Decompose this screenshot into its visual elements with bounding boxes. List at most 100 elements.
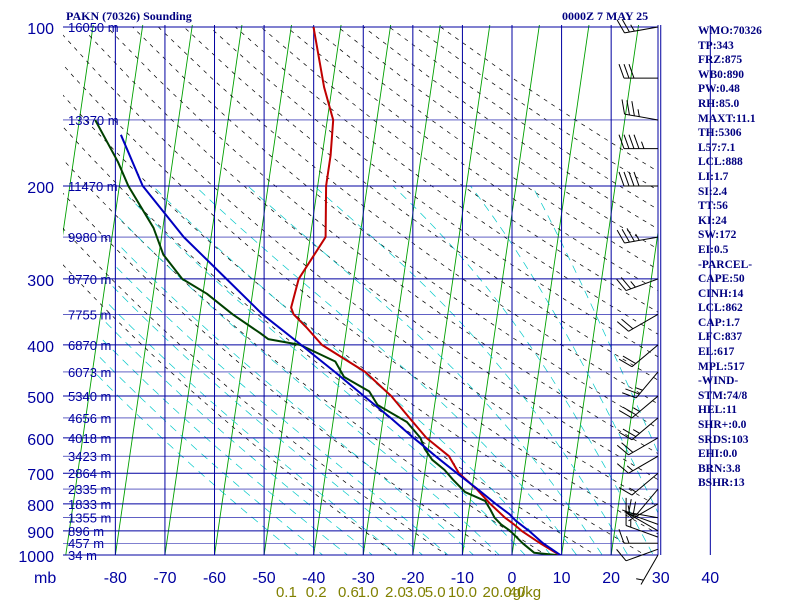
wind-barb-full — [616, 321, 629, 332]
wind-barb-full — [625, 388, 640, 395]
wind-barb-staff — [624, 113, 659, 121]
pressure-tick-label: 700 — [27, 467, 54, 484]
wind-barb — [616, 437, 659, 456]
height-label: 5340 m — [68, 389, 111, 404]
moist-adiabat-line — [313, 185, 629, 555]
stat-item: HEL:11 — [698, 404, 737, 417]
temperature-tick-label: 10 — [553, 570, 571, 587]
wind-barb — [618, 472, 659, 496]
isotherm-line — [114, 25, 193, 555]
wind-barb-staff — [631, 472, 659, 496]
wind-barb-full — [616, 278, 627, 291]
wind-barb-full — [622, 392, 637, 399]
dry-adiabat-line — [209, 26, 658, 358]
wind-barb-full — [621, 18, 630, 33]
temperature-profile — [290, 26, 562, 555]
wind-barb-half — [626, 465, 634, 472]
wind-barb — [622, 488, 659, 516]
wind-barb-full — [631, 101, 635, 116]
wind-barb-full — [623, 134, 630, 149]
height-label: 1355 m — [68, 511, 111, 526]
wind-barb-half — [632, 429, 640, 434]
wind-barb-staff — [628, 313, 659, 332]
pressure-tick-label: 500 — [27, 390, 54, 407]
wind-barb — [625, 497, 659, 525]
pressure-tick-label: 100 — [27, 21, 54, 38]
pressure-unit-label: mb — [34, 570, 56, 587]
mixing-ratio-label: 2.0 — [385, 584, 406, 600]
pressure-tick-label: 300 — [27, 273, 54, 290]
parcel-profile — [119, 134, 563, 555]
dry-adiabat-line — [63, 159, 547, 555]
wind-barb-full — [626, 100, 630, 116]
wind-barb-full — [622, 509, 637, 516]
dry-adiabat-line — [63, 227, 448, 555]
wind-barb-full — [623, 171, 630, 187]
wind-barb-full — [616, 549, 627, 562]
height-label: 13370 m — [68, 113, 119, 128]
wind-barb-full — [621, 99, 626, 115]
mixing-ratio-label: 40 — [509, 584, 526, 600]
moist-adiabat-line — [103, 320, 373, 555]
wind-barb-staff — [628, 437, 659, 456]
wind-barb-half — [630, 281, 636, 288]
height-label: 9980 m — [68, 230, 111, 245]
mixing-ratio-label: 5.0 — [425, 584, 446, 600]
stat-item: WMO:70326 — [698, 25, 762, 37]
wind-barb — [621, 99, 659, 121]
height-label: 16050 m — [68, 20, 119, 35]
temperature-tick-label: 40 — [701, 570, 719, 587]
moist-adiabat-line — [392, 185, 654, 555]
wind-barb-staff — [624, 26, 659, 34]
moist-adiabat-line — [152, 185, 552, 555]
height-label: 1833 m — [68, 497, 111, 512]
moist-adiabat-line — [531, 185, 658, 454]
isotherm-line — [313, 25, 392, 555]
wind-barb-full — [622, 355, 637, 364]
wind-barb-staff — [625, 548, 659, 562]
wind-barb-staff — [624, 236, 659, 244]
wind-barb — [618, 344, 659, 368]
wind-barb-staff — [625, 278, 659, 292]
mixing-ratio-label: 0.2 — [306, 584, 327, 600]
wind-barb-full — [626, 228, 635, 242]
temperature-tick-label: 0 — [508, 570, 517, 587]
isotherm-line — [561, 25, 640, 555]
height-label: 4018 m — [68, 431, 111, 446]
stat-item: SRDS:103 — [698, 433, 749, 446]
height-label: 457 m — [68, 536, 104, 551]
stat-item: -PARCEL- — [698, 258, 753, 271]
stat-item: EL:617 — [698, 346, 735, 359]
stat-item: STM:74/8 — [698, 389, 748, 402]
stat-item: TP:343 — [698, 39, 734, 52]
moist-adiabat-line — [247, 185, 603, 555]
isotherm-line — [63, 25, 94, 236]
wind-barb-staff — [625, 525, 659, 538]
mixing-ratio-label: 0.6 — [338, 584, 359, 600]
stat-item: TT:56 — [698, 200, 728, 213]
wind-barb — [626, 503, 659, 522]
wind-barb-staff — [640, 554, 659, 585]
height-label: 896 m — [68, 524, 104, 539]
wind-barb-half — [629, 487, 637, 493]
wind-barb-full — [620, 277, 632, 290]
mixing-ratio-label: 20.0 — [483, 584, 512, 600]
wind-barb — [616, 313, 659, 332]
isotherm-line — [263, 25, 342, 555]
isotherm-line — [610, 229, 658, 555]
moist-adiabat-line — [194, 185, 578, 555]
wind-barb-staff — [625, 512, 659, 525]
moist-adiabat-line — [112, 262, 449, 555]
stat-item: KI:24 — [698, 214, 727, 227]
dry-adiabat-line — [63, 192, 498, 555]
moist-adiabat-line — [105, 300, 398, 555]
height-label: 6870 m — [68, 338, 111, 353]
stat-item: CAPE:50 — [698, 273, 745, 286]
isotherm-line — [214, 25, 292, 555]
stat-item: MAXT:11.1 — [698, 112, 756, 125]
temperature-tick-label: -20 — [401, 570, 424, 587]
isotherm-line — [362, 25, 441, 555]
pressure-tick-label: 400 — [27, 339, 54, 356]
moist-adiabat-line — [119, 245, 475, 555]
wind-barb-full — [622, 406, 637, 416]
